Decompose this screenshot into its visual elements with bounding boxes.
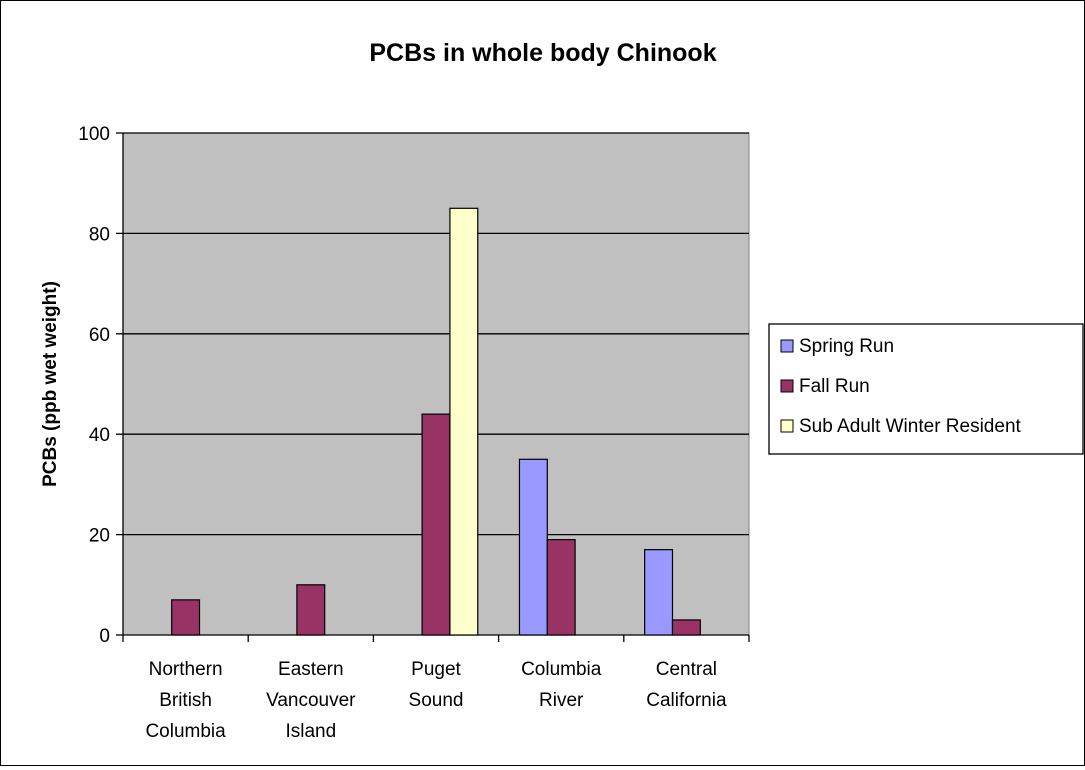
plot-area: 0 20 40 60 80 100 Northern British Columbia Easte… <box>78 124 750 742</box>
bar-fall-run <box>171 599 201 636</box>
y-tick-label: 40 <box>89 425 110 446</box>
x-tick-label: Columbia River <box>521 659 602 711</box>
legend-label: Fall Run <box>799 376 870 397</box>
bar-sub-adult-winter-resident <box>449 207 479 636</box>
y-tick-label: 60 <box>89 325 110 346</box>
x-tick-label: Central California <box>646 659 727 711</box>
legend: Spring Run Fall Run Sub Adult Winter Resid… <box>768 323 1084 455</box>
bar-fall-run <box>671 619 701 636</box>
legend-box <box>768 323 1084 455</box>
x-tick-label: Puget Sound <box>409 659 464 711</box>
legend-label: Sub Adult Winter Resident <box>799 416 1022 437</box>
legend-swatch <box>780 379 794 393</box>
bar-fall-run <box>546 539 576 636</box>
bar-spring-run <box>644 549 674 636</box>
y-axis-label: PCBs (ppb wet weight) <box>40 281 61 487</box>
y-tick-label: 80 <box>89 224 110 245</box>
x-tick-label: Northern British Columbia <box>145 659 226 742</box>
bar-spring-run <box>518 458 548 636</box>
chart-title: PCBs in whole body Chinook <box>369 39 716 67</box>
bar-fall-run <box>296 584 326 636</box>
y-tick-label: 0 <box>99 626 110 647</box>
y-tick-label: 100 <box>78 124 110 145</box>
bar-fall-run <box>421 413 451 636</box>
legend-swatch <box>780 419 794 433</box>
x-tick-label: Eastern Vancouver Island <box>266 659 356 742</box>
legend-swatch <box>780 339 794 353</box>
legend-label: Spring Run <box>799 336 894 357</box>
y-tick-label: 20 <box>89 526 110 547</box>
